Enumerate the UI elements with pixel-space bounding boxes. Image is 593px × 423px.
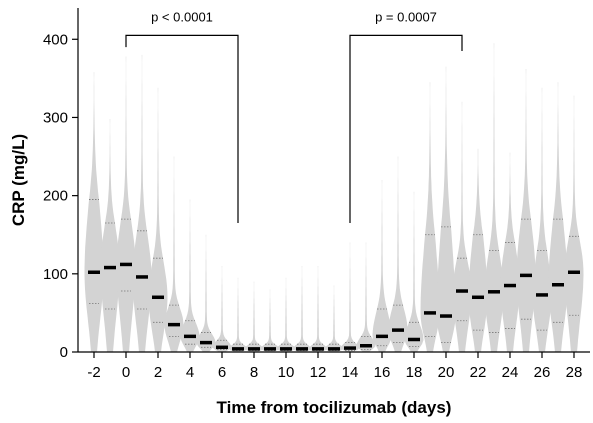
violin-day-11 (292, 266, 312, 352)
x-tick-label-6: 6 (218, 364, 226, 381)
comparison-label-2: p = 0.0007 (375, 9, 437, 24)
y-tick-label-100: 100 (43, 266, 68, 283)
annotations-group: p < 0.0001 p = 0.0007 (125, 9, 463, 223)
x-tick-label-10: 10 (278, 364, 295, 381)
violin-day-13 (324, 285, 344, 352)
violin-day--2 (84, 72, 104, 352)
violin-day-16 (372, 180, 392, 352)
violin-day-9 (260, 289, 280, 352)
x-tick-label-26: 26 (534, 364, 551, 381)
violin-day-24 (500, 152, 520, 352)
violin-day-12 (308, 266, 328, 352)
violin-day-7 (228, 277, 248, 352)
x-tick-label-12: 12 (310, 364, 327, 381)
violin-day-14 (341, 242, 359, 352)
violin-day-21 (452, 101, 472, 352)
x-tick-label-14: 14 (342, 364, 359, 381)
violin-day-23 (484, 43, 504, 352)
violin-day-22 (468, 148, 488, 352)
y-tick-label-200: 200 (43, 188, 68, 205)
violin-day-5 (196, 234, 216, 352)
violin-day-26 (532, 87, 552, 352)
y-tick-label-0: 0 (60, 344, 68, 361)
violin-day-17 (388, 156, 408, 352)
violin-day-27 (548, 82, 568, 353)
comparison-bracket-2 (349, 34, 463, 223)
x-tick-label-8: 8 (250, 364, 258, 381)
y-tick-label-400: 400 (43, 31, 68, 48)
violin-day-4 (180, 199, 200, 352)
violin-day-6 (212, 266, 232, 352)
violin-day-2 (148, 87, 168, 352)
x-tick-label-2: 2 (154, 364, 162, 381)
x-tick-label-0: 0 (122, 364, 130, 381)
violin-day--1 (100, 119, 120, 352)
violin-day-18 (404, 191, 424, 352)
x-tick-label-24: 24 (502, 364, 519, 381)
x-tick-label-28: 28 (566, 364, 583, 381)
violin-day-3 (164, 156, 184, 352)
comparison-bracket-1 (125, 34, 239, 223)
x-tick-label-16: 16 (374, 364, 391, 381)
x-tick-label-22: 22 (470, 364, 487, 381)
y-axis-title: CRP (mg/L) (9, 134, 28, 226)
x-tick-label-18: 18 (406, 364, 423, 381)
x-tick-label-4: 4 (186, 364, 194, 381)
violin-day-8 (244, 281, 264, 352)
x-tick-label--2: -2 (87, 364, 100, 381)
x-axis-title: Time from tocilizumab (days) (217, 398, 452, 417)
violin-day-25 (516, 69, 536, 352)
violin-day-1 (132, 54, 152, 353)
violin-day-0 (116, 56, 136, 352)
violin-day-15 (356, 242, 376, 352)
violin-day-10 (276, 277, 296, 352)
violin-day-28 (564, 95, 584, 352)
y-tick-label-300: 300 (43, 109, 68, 126)
violin-day-20 (436, 66, 456, 352)
violins-group (84, 43, 584, 353)
x-tick-label-20: 20 (438, 364, 455, 381)
violin-day-19 (420, 82, 440, 353)
comparison-label-1: p < 0.0001 (151, 9, 213, 24)
